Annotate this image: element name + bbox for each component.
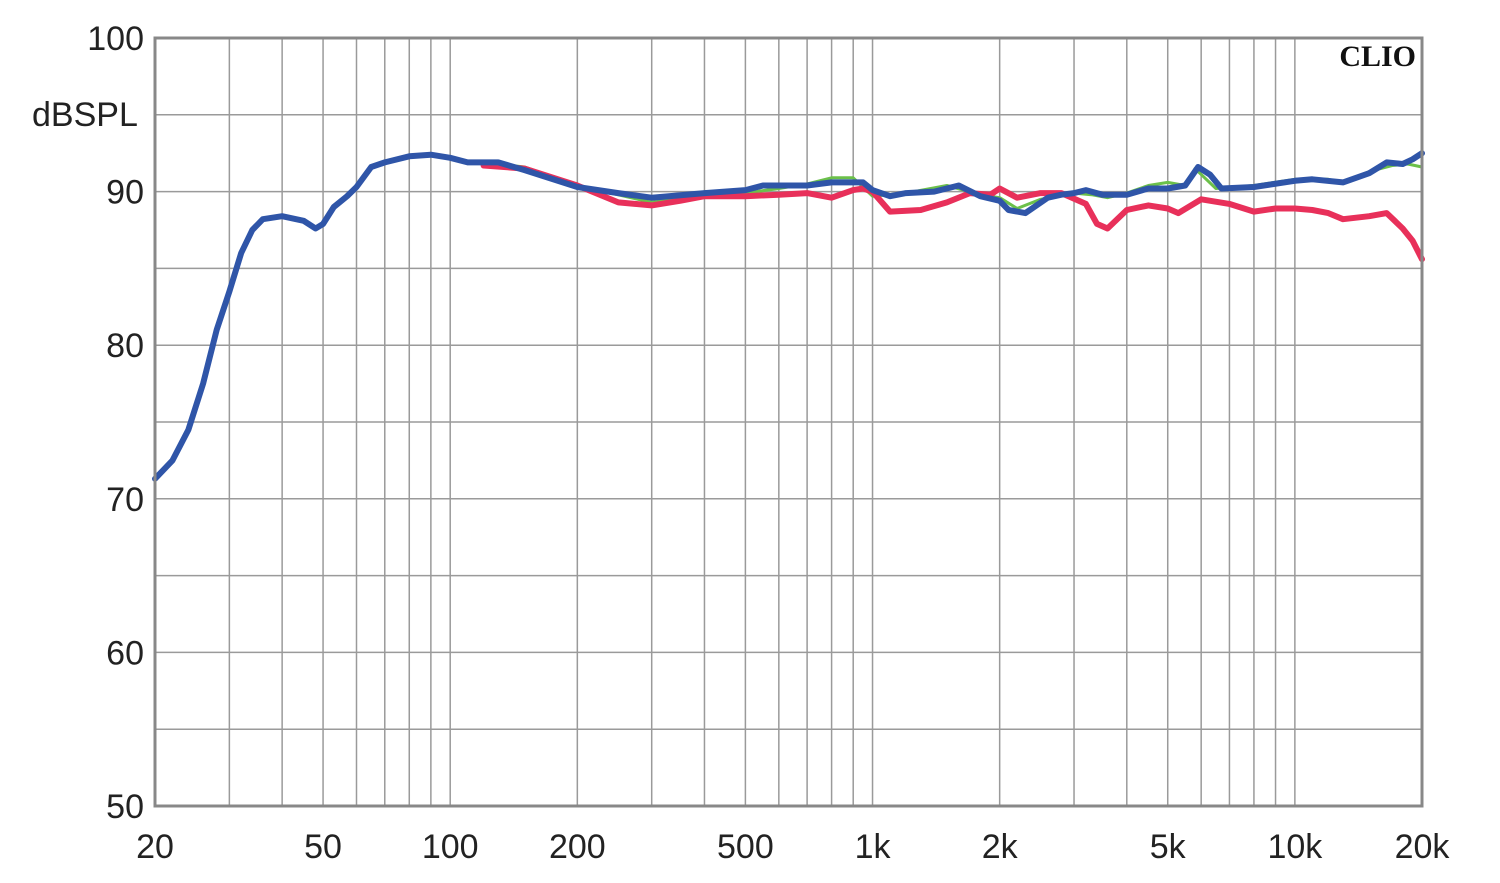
x-tick-label: 100: [422, 828, 479, 866]
y-axis-unit-label: dBSPL: [32, 96, 138, 134]
x-tick-label: 1k: [855, 828, 892, 866]
y-tick-label: 80: [106, 327, 144, 365]
series-group: [152, 150, 1425, 482]
y-tick-label: 90: [106, 174, 144, 212]
series-line-2: [480, 162, 1425, 263]
brand-logo-text: CLIO: [1339, 40, 1416, 73]
x-tick-label: 50: [304, 828, 342, 866]
x-tick-label: 200: [549, 828, 606, 866]
series-line-3: [152, 150, 1425, 482]
x-tick-label: 10k: [1267, 828, 1323, 866]
x-tick-label: 20k: [1395, 828, 1451, 866]
x-tick-label: 500: [717, 828, 774, 866]
y-tick-label: 50: [106, 788, 144, 826]
x-tick-label: 20: [136, 828, 174, 866]
grid: [155, 38, 1422, 806]
x-tick-label: 2k: [982, 828, 1019, 866]
y-tick-label: 60: [106, 634, 144, 672]
x-tick-label: 5k: [1150, 828, 1187, 866]
plot-frame: [153, 36, 1424, 808]
y-tick-label: 70: [106, 481, 144, 519]
y-tick-label: 100: [87, 20, 144, 58]
